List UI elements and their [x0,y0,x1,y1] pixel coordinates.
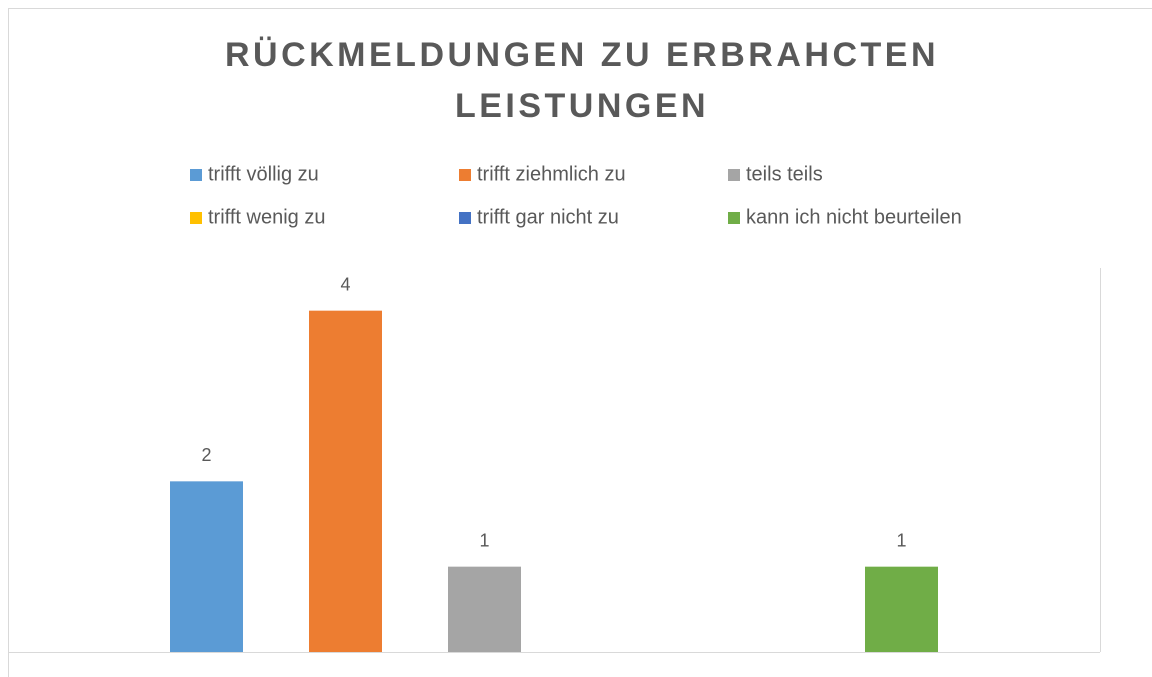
bar [309,310,382,652]
legend-swatch [459,169,471,181]
data-label: 4 [340,274,350,294]
data-label: 1 [479,530,489,550]
chart-title: RÜCKMELDUNGEN ZU ERBRAHCTEN [225,36,939,74]
legend-label: kann ich nicht beurteilen [746,206,962,228]
legend-swatch [728,169,740,181]
data-label: 2 [201,445,211,465]
legend-label: trifft gar nicht zu [477,206,619,228]
legend-label: trifft ziehmlich zu [477,163,626,185]
data-label: 1 [896,530,906,550]
chart-frame [8,8,1152,677]
legend-swatch [459,212,471,224]
legend-label: teils teils [746,163,823,185]
bar [865,566,938,652]
bar [448,566,521,652]
legend-swatch [190,212,202,224]
legend-label: trifft völlig zu [208,163,319,185]
legend-swatch [728,212,740,224]
legend-swatch [190,169,202,181]
legend-label: trifft wenig zu [208,206,325,228]
bar [170,481,243,652]
chart-title-line: LEISTUNGEN [455,87,709,125]
